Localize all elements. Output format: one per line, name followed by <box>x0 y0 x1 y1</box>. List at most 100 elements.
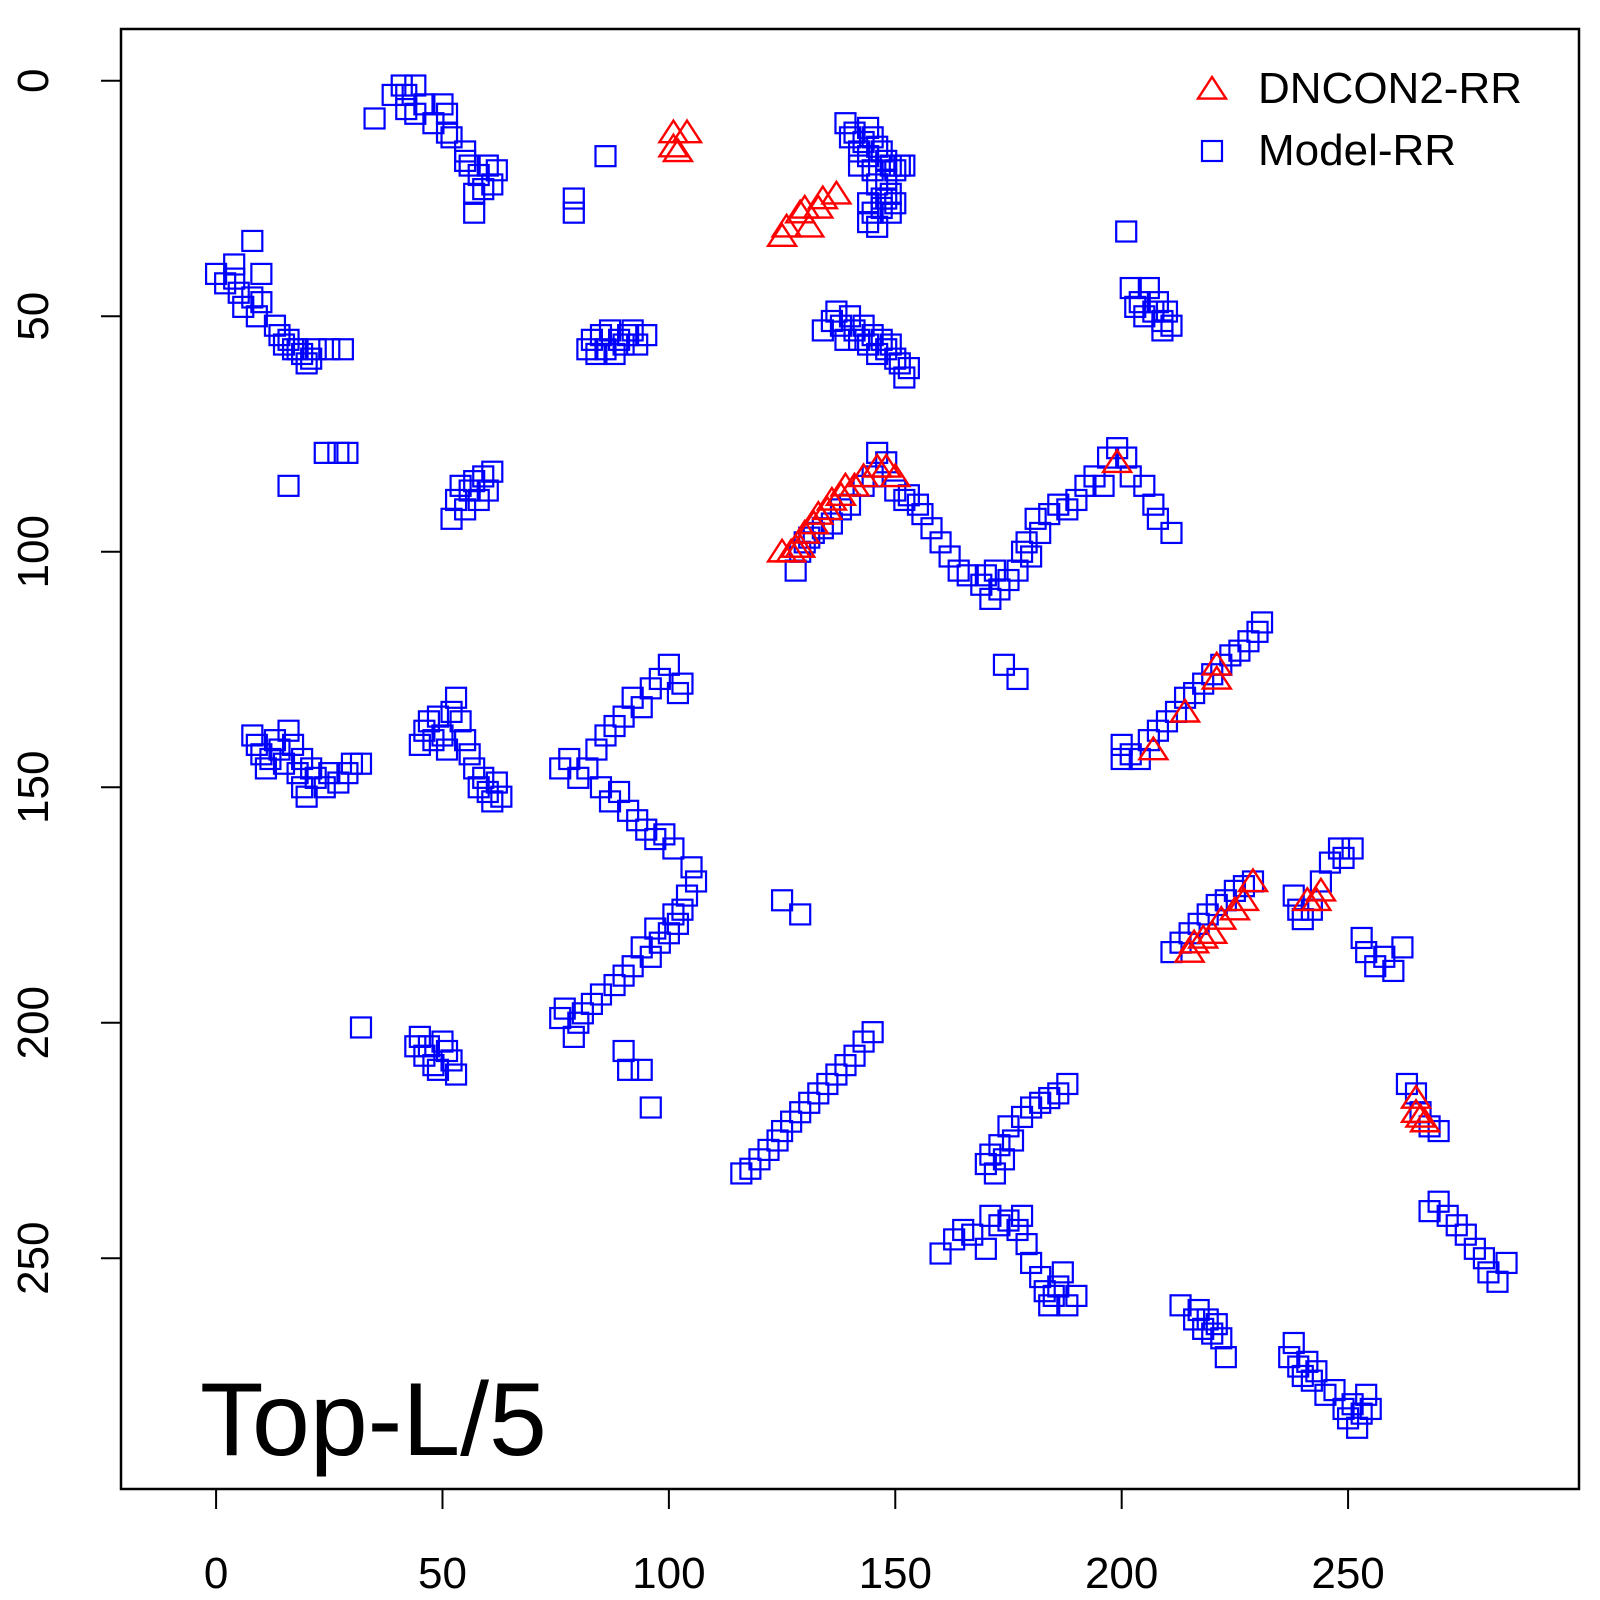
square-point <box>630 1058 653 1081</box>
x-tick-label: 50 <box>418 1549 467 1598</box>
square-point <box>1160 521 1183 545</box>
square-point <box>1006 667 1029 691</box>
square-point <box>1350 926 1373 950</box>
triangle-point <box>1168 697 1202 723</box>
square-point <box>223 267 246 290</box>
square-point <box>562 1025 585 1048</box>
square-point <box>417 1035 441 1058</box>
square-point <box>277 474 300 497</box>
square-point <box>1020 545 1043 568</box>
square-point <box>472 766 495 789</box>
legend: DNCON2-RR Model-RR <box>1195 64 1522 175</box>
triangle-point <box>1200 650 1233 676</box>
square-point <box>1115 446 1138 469</box>
triangle-point <box>1300 886 1333 912</box>
square-point <box>485 771 508 794</box>
square-point <box>1065 1284 1088 1308</box>
triangle-point <box>1100 448 1134 474</box>
square-point <box>680 856 703 879</box>
square-point <box>1214 1346 1237 1369</box>
square-point <box>458 743 481 766</box>
triangle-point <box>788 518 821 544</box>
triangle-point <box>1236 867 1270 893</box>
y-axis: 0 50 100 150 200 250 <box>9 69 122 1295</box>
square-point <box>770 889 794 912</box>
square-point <box>644 917 667 940</box>
square-point <box>241 229 264 253</box>
square-point <box>884 192 907 215</box>
square-point <box>1115 220 1138 243</box>
square-point <box>875 451 898 474</box>
square-point <box>250 291 273 314</box>
triangle-point <box>820 179 853 205</box>
square-point <box>331 338 354 361</box>
triangle-point <box>879 462 912 488</box>
square-point <box>1056 1072 1079 1096</box>
triangle-point <box>806 184 840 210</box>
square-point <box>866 215 889 238</box>
square-point <box>893 154 916 177</box>
square-point <box>1001 1129 1025 1152</box>
square-point <box>454 149 477 172</box>
square-point <box>1024 507 1047 530</box>
triangle-point <box>1137 735 1170 761</box>
triangle-point <box>847 462 880 488</box>
square-point <box>1160 314 1183 337</box>
square-point <box>974 1237 997 1260</box>
plot-frame <box>119 27 1581 1491</box>
square-point <box>454 729 477 752</box>
triangle-point <box>770 212 803 238</box>
square-point <box>617 1058 640 1081</box>
triangle-point <box>793 212 826 238</box>
triangle-point <box>1177 928 1211 954</box>
square-point <box>567 1011 590 1034</box>
square-point <box>1210 1327 1233 1350</box>
triangle-point <box>661 137 695 163</box>
square-point <box>662 837 685 860</box>
triangle-point <box>811 495 844 521</box>
x-tick-label: 250 <box>1311 1549 1384 1598</box>
x-tick-label: 200 <box>1085 1549 1158 1598</box>
square-point <box>1391 936 1414 959</box>
square-point <box>594 145 617 168</box>
square-point <box>463 201 486 224</box>
triangle-point <box>670 118 704 144</box>
square-point <box>485 159 508 182</box>
triangle-point <box>838 471 871 497</box>
y-tick-label: 150 <box>9 751 58 824</box>
triangle-point <box>774 537 808 563</box>
square-point <box>304 338 327 361</box>
annotation-label: Top-L/5 <box>200 1362 547 1478</box>
triangle-point <box>765 222 799 248</box>
y-tick-label: 0 <box>9 69 58 93</box>
square-point <box>422 1054 445 1077</box>
square-point <box>476 479 499 502</box>
square-point <box>639 1096 662 1119</box>
square-point <box>1092 474 1115 497</box>
square-point <box>1250 611 1274 634</box>
square-point <box>1305 1360 1328 1383</box>
square-point <box>250 262 273 286</box>
square-point <box>1341 837 1364 860</box>
square-point <box>789 903 812 926</box>
triangle-point <box>802 193 835 219</box>
square-point <box>1169 1294 1192 1317</box>
square-point <box>612 1039 635 1063</box>
square-point <box>549 1006 572 1030</box>
x-axis: 0 50 100 150 200 250 <box>204 1488 1385 1598</box>
triangle-point <box>1218 895 1252 921</box>
y-tick-label: 100 <box>9 515 58 588</box>
triangle-point <box>824 481 858 507</box>
square-point <box>1359 1397 1382 1421</box>
legend-marker-triangle <box>1195 74 1229 100</box>
square-point <box>1155 300 1179 323</box>
triangle-point <box>1227 886 1261 912</box>
square-point <box>449 710 472 733</box>
triangle-point <box>783 532 817 558</box>
square-point <box>286 762 309 785</box>
square-point <box>481 173 504 196</box>
triangle-point <box>1196 919 1229 945</box>
triangle-point <box>1186 923 1220 949</box>
